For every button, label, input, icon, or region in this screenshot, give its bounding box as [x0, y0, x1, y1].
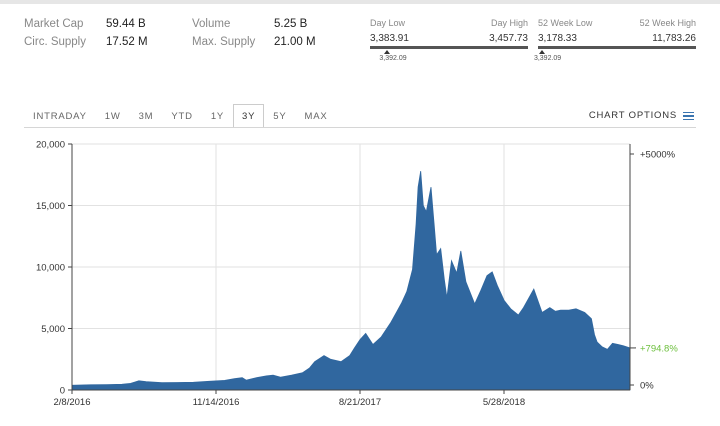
stat-value-max-supply: 21.00 M: [274, 36, 316, 48]
price-area: [71, 171, 631, 391]
y-tick-label: 10,000: [36, 263, 65, 274]
y-tick-label: 0: [60, 386, 65, 397]
x-tick-label: 5/28/2018: [483, 397, 525, 408]
current-change-label: +794.8%: [640, 343, 678, 354]
price-chart: 0 5,000 10,000 15,000 20,000 2/8/2016 11/14/20…: [36, 140, 678, 409]
tab-max[interactable]: MAX: [304, 111, 328, 122]
tab-1w[interactable]: 1W: [104, 111, 121, 122]
x-tick-label: 11/14/2016: [193, 397, 240, 408]
tab-1y[interactable]: 1Y: [210, 111, 225, 122]
right-axis-label-top: +5000%: [640, 150, 676, 161]
tab-5y[interactable]: 5Y: [273, 111, 287, 122]
week52-low-label: 52 Week Low: [538, 18, 593, 28]
stat-label-circ-supply: Circ. Supply: [24, 36, 86, 48]
stat-label-max-supply: Max. Supply: [192, 36, 256, 48]
top-divider: [0, 0, 720, 4]
chart-options-button[interactable]: CHART OPTIONS: [589, 110, 694, 121]
tab-ytd[interactable]: YTD: [171, 111, 193, 122]
week52-range-bar: [538, 46, 696, 49]
stat-label-volume: Volume: [192, 18, 231, 30]
day-low-value: 3,383.91: [370, 33, 409, 44]
day-low-label: Day Low: [370, 18, 406, 28]
y-tick-label: 15,000: [36, 201, 65, 212]
tab-3m[interactable]: 3M: [138, 111, 154, 122]
y-tick-label: 5,000: [41, 324, 65, 335]
stat-value-circ-supply: 17.52 M: [106, 36, 148, 48]
day-high-value: 3,457.73: [489, 33, 528, 44]
stat-value-market-cap: 59.44 B: [106, 18, 146, 30]
chart-options-label: CHART OPTIONS: [588, 110, 677, 121]
day-current-value: 3,392.09: [379, 55, 407, 62]
stat-value-volume: 5.25 B: [274, 18, 308, 30]
timeframe-tabs: INTRADAY 1W 3M YTD 1Y 3Y 5Y MAX: [24, 104, 337, 128]
tab-intraday[interactable]: INTRADAY: [33, 111, 87, 122]
tab-3y[interactable]: 3Y: [233, 104, 265, 128]
stat-label-market-cap: Market Cap: [24, 18, 84, 30]
week52-high-label: 52 Week High: [639, 18, 696, 28]
week52-current-value: 3,392.09: [533, 55, 562, 62]
x-tick-label: 8/21/2017: [339, 397, 381, 408]
week52-low-value: 3,178.33: [538, 33, 577, 44]
week52-high-value: 11,783.26: [652, 33, 696, 44]
hamburger-icon: [683, 111, 694, 120]
day-range-bar: [370, 46, 528, 49]
week52-current-marker-icon: [538, 50, 545, 54]
day-current-marker-icon: [384, 50, 391, 54]
x-tick-label: 2/8/2016: [54, 397, 91, 408]
right-axis-label-bottom: 0%: [640, 381, 654, 392]
y-tick-label: 20,000: [36, 140, 65, 151]
day-high-label: Day High: [490, 18, 528, 28]
tabs-divider: [24, 127, 696, 128]
